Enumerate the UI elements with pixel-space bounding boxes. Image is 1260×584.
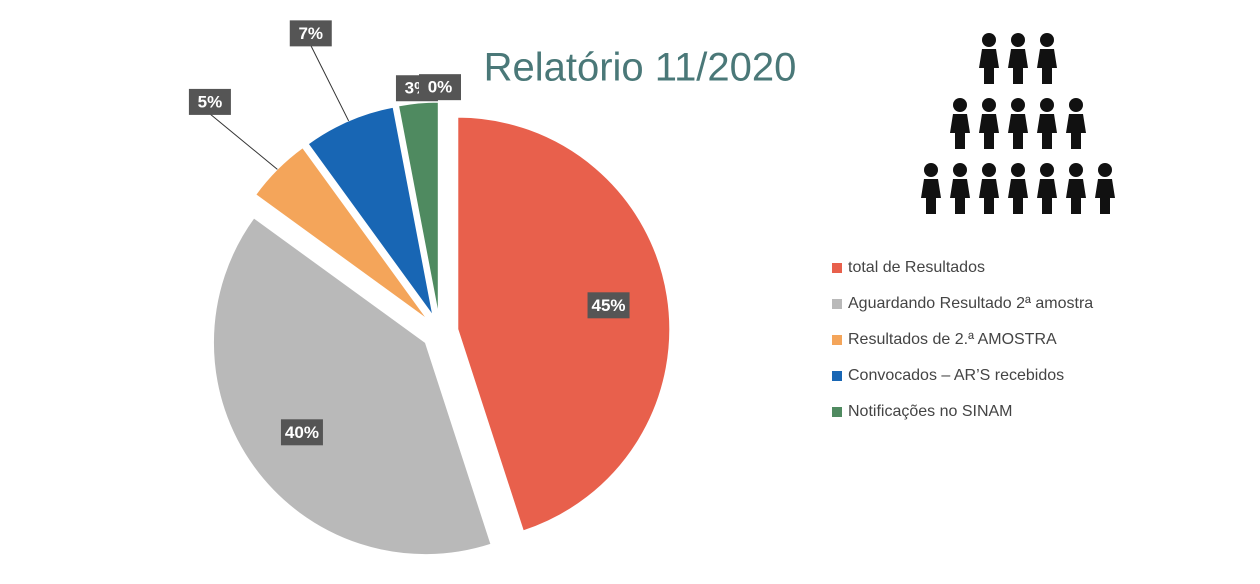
label-box xyxy=(419,74,461,101)
legend-swatch xyxy=(832,335,842,345)
legend-label: Resultados de 2.ª AMOSTRA xyxy=(848,331,1057,348)
label-box xyxy=(188,88,231,115)
data-label: 0% xyxy=(428,78,453,97)
legend-swatch xyxy=(832,263,842,273)
person-head xyxy=(982,98,996,112)
person-head xyxy=(924,163,938,177)
person-body xyxy=(979,114,999,149)
person-body xyxy=(1095,179,1115,214)
person-body xyxy=(921,179,941,214)
legend-label: Convocados – AR’S recebidos xyxy=(848,367,1064,384)
people-icon xyxy=(921,33,1115,214)
legend-label: total de Resultados xyxy=(848,259,985,276)
data-label: 5% xyxy=(198,92,223,111)
person-head xyxy=(1011,33,1025,47)
data-label: 45% xyxy=(592,296,626,315)
person-head xyxy=(1040,163,1054,177)
person-head xyxy=(953,98,967,112)
person-body xyxy=(950,179,970,214)
person-body xyxy=(979,179,999,214)
label-box xyxy=(587,292,630,319)
person-head xyxy=(1040,33,1054,47)
person-body xyxy=(1008,114,1028,149)
person-head xyxy=(1011,98,1025,112)
person-head xyxy=(1040,98,1054,112)
person-body xyxy=(1066,114,1086,149)
legend-label: Aguardando Resultado 2ª amostra xyxy=(848,295,1093,312)
person-body xyxy=(950,114,970,149)
label-box xyxy=(280,419,323,446)
person-body xyxy=(979,49,999,84)
person-head xyxy=(1011,163,1025,177)
data-label: 7% xyxy=(298,24,323,43)
person-head xyxy=(982,33,996,47)
data-label: 40% xyxy=(285,423,319,442)
pie-slice xyxy=(397,101,439,315)
legend-swatch xyxy=(832,371,842,381)
legend-label: Notificações no SINAM xyxy=(848,403,1013,420)
person-body xyxy=(1066,179,1086,214)
person-head xyxy=(1069,98,1083,112)
person-body xyxy=(1008,179,1028,214)
person-body xyxy=(1008,49,1028,84)
person-body xyxy=(1037,179,1057,214)
leader-line xyxy=(209,113,278,170)
person-head xyxy=(1098,163,1112,177)
person-body xyxy=(1037,114,1057,149)
legend-swatch xyxy=(832,407,842,417)
pie-slice xyxy=(307,106,434,316)
label-box xyxy=(289,20,332,47)
chart-title: Relatório 11/2020 xyxy=(484,46,797,90)
person-head xyxy=(1069,163,1083,177)
pie-slice xyxy=(457,116,671,532)
pie-slice xyxy=(212,217,492,555)
leader-line xyxy=(310,45,350,122)
person-head xyxy=(982,163,996,177)
person-body xyxy=(1037,49,1057,84)
person-head xyxy=(953,163,967,177)
legend-swatch xyxy=(832,299,842,309)
